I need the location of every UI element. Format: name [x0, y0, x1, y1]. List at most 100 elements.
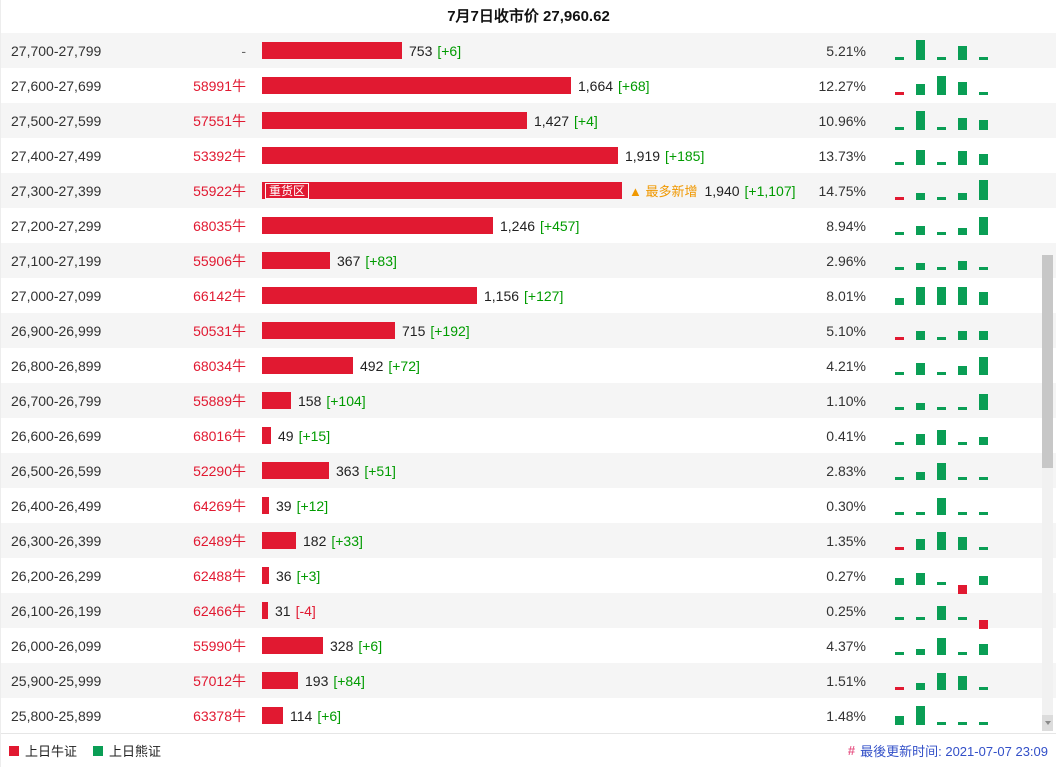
volume-bar: [262, 532, 296, 549]
sparkline: [866, 562, 1016, 594]
spark-bar: [957, 584, 967, 594]
bar-cell: 1,919 [+185]: [251, 147, 781, 164]
spark-bar: [957, 406, 967, 410]
spark-bar: [894, 126, 904, 130]
percent-value: 0.30%: [826, 497, 866, 514]
spark-bar: [936, 462, 946, 480]
bar-value: 36: [276, 567, 292, 584]
sparkline: [866, 597, 1016, 629]
volume-bar: [262, 567, 269, 584]
heavy-zone-label: 重货区: [265, 182, 310, 199]
spark-bar: [957, 81, 967, 95]
price-range: 27,000-27,099: [11, 287, 102, 304]
price-range: 26,800-26,899: [11, 357, 102, 374]
bar-value: 1,940: [704, 182, 740, 199]
spark-bar: [894, 406, 904, 410]
table-row: 26,900-26,999 50531牛 715 [+192] 5.10%: [1, 313, 1056, 348]
spark-bar: [978, 476, 988, 480]
table-row: 27,400-27,499 53392牛 1,919 [+185] 13.73%: [1, 138, 1056, 173]
bar-delta: [+51]: [364, 462, 396, 479]
percent-value: 14.75%: [818, 182, 866, 199]
spark-bar: [978, 575, 988, 585]
bar-cell: 715 [+192]: [251, 322, 781, 339]
sparkline: [866, 527, 1016, 555]
page-title: 7月7日收市价 27,960.62: [447, 8, 610, 25]
spark-bar: [894, 371, 904, 375]
spark-bar: [957, 365, 967, 375]
volume-bar: [262, 252, 330, 269]
percent-value: 0.41%: [826, 427, 866, 444]
spark-bar: [915, 110, 925, 130]
spark-bar: [978, 721, 988, 725]
bull-count: 62489牛: [193, 532, 246, 549]
bar-delta: [+72]: [388, 357, 420, 374]
spark-bar: [915, 433, 925, 445]
bull-count: 57551牛: [193, 112, 246, 129]
volume-bar: [262, 637, 323, 654]
sparkline: [866, 492, 1016, 520]
spark-bar: [936, 406, 946, 410]
percent-value: 12.27%: [818, 77, 866, 94]
volume-bar: [262, 42, 402, 59]
spark-bar: [894, 336, 904, 340]
spark-bar: [915, 330, 925, 340]
price-range: 27,600-27,699: [11, 77, 102, 94]
sparkline: [866, 317, 1016, 345]
price-range: 27,200-27,299: [11, 217, 102, 234]
spark-bar: [978, 511, 988, 515]
spark-bar: [957, 260, 967, 270]
spark-bar: [936, 581, 946, 585]
bar-delta: [+185]: [665, 147, 705, 164]
percent-value: 8.01%: [826, 287, 866, 304]
bar-cell: 重货区 ▲ 最多新增 1,940 [+1,107]: [251, 181, 796, 200]
spark-bar: [915, 705, 925, 725]
spark-bar: [915, 286, 925, 305]
table-row: 26,200-26,299 62488牛 36 [+3] 0.27%: [1, 558, 1056, 594]
spark-bar: [936, 497, 946, 515]
bar-value: 1,664: [578, 77, 614, 94]
bar-cell: 1,664 [+68]: [251, 77, 781, 94]
table-row: 27,000-27,099 66142牛 1,156 [+127] 8.01%: [1, 278, 1056, 313]
bull-count: 68016牛: [193, 427, 246, 444]
table-row: 26,400-26,499 64269牛 39 [+12] 0.30%: [1, 488, 1056, 523]
table-row: 26,700-26,799 55889牛 158 [+104] 1.10%: [1, 383, 1056, 418]
bear-legend-label: 上日熊证: [109, 744, 162, 759]
spark-bar: [894, 297, 904, 305]
bar-value: 715: [402, 322, 426, 339]
spark-bar: [915, 682, 925, 690]
price-range: 26,000-26,099: [11, 637, 102, 654]
spark-bar: [957, 721, 967, 725]
sparkline: [866, 667, 1016, 695]
volume-bar: [262, 322, 395, 339]
bull-count: 64269牛: [193, 497, 246, 514]
sparkline: [866, 282, 1016, 310]
bar-value: 1,919: [625, 147, 661, 164]
sparkline: [866, 422, 1016, 450]
spark-bar: [894, 231, 904, 235]
bar-value: 39: [276, 497, 292, 514]
bull-count: 55990牛: [193, 637, 246, 654]
percent-value: 5.21%: [826, 42, 866, 59]
bar-value: 193: [305, 672, 329, 689]
spark-bar: [936, 231, 946, 235]
spark-bar: [936, 266, 946, 270]
volume-bar: [262, 602, 268, 619]
scrollbar-thumb[interactable]: [1042, 255, 1053, 468]
bull-count: 62488牛: [193, 567, 246, 584]
spark-bar: [978, 291, 988, 305]
bull-count: 55922牛: [193, 182, 246, 199]
bull-count: 63378牛: [193, 707, 246, 724]
percent-value: 13.73%: [818, 147, 866, 164]
spark-bar: [936, 721, 946, 725]
spark-bar: [978, 436, 988, 445]
spark-bar: [957, 286, 967, 305]
bar-cell: 1,246 [+457]: [251, 217, 781, 234]
table-row: 26,600-26,699 68016牛 49 [+15] 0.41%: [1, 418, 1056, 453]
spark-bar: [915, 83, 925, 95]
vertical-scrollbar[interactable]: [1042, 255, 1053, 731]
price-range: 26,200-26,299: [11, 567, 102, 584]
percent-value: 2.96%: [826, 252, 866, 269]
spark-bar: [978, 179, 988, 200]
scrollbar-down-button[interactable]: [1042, 715, 1053, 731]
